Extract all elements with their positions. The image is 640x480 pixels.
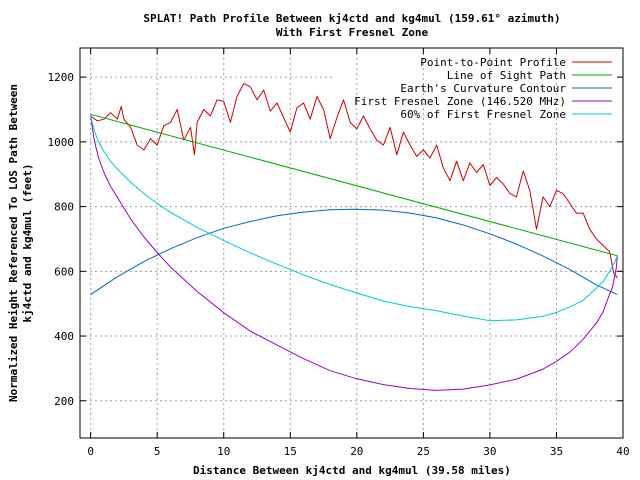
y-tick-label: 1200 [48,71,75,84]
series-line-4 [90,114,618,391]
y-tick-label: 1000 [48,136,75,149]
x-tick-label: 35 [550,445,563,458]
x-tick-label: 25 [417,445,430,458]
x-tick-label: 40 [616,445,629,458]
plot-frame [79,47,624,439]
y-axis-label-line-1: Normalized Height Referenced To LOS Path… [7,84,20,402]
y-axis-label-line-2: kj4ctd and kg4mul (feet) [21,164,34,323]
series-line-2 [90,113,618,257]
legend-label-4: First Fresnel Zone (146.520 MHz) [354,95,566,108]
series-line-3 [90,208,618,296]
y-tick-label: 400 [54,330,74,343]
x-tick-label: 20 [350,445,363,458]
x-axis-label: Distance Between kj4ctd and kg4mul (39.5… [193,464,511,477]
chart-subtitle: With First Fresnel Zone [276,26,429,39]
legend-label-1: Point-to-Point Profile [420,56,566,69]
legend-label-3: Earth's Curvature Contour [400,82,566,95]
axes: 0 5 10 15 20 25 30 35 40 200 400 600 800 1000 1200 [48,48,630,458]
chart-title: SPLAT! Path Profile Between kj4ctd and k… [143,12,560,25]
x-tick-label: 30 [483,445,496,458]
legend-label-2: Line of Sight Path [447,69,566,82]
y-tick-label: 800 [54,201,74,214]
legend-label-5: 60% of First Fresnel Zone [400,108,566,121]
series-group [90,83,618,391]
y-tick-label: 600 [54,265,74,278]
series-line-5 [90,114,618,322]
series-line-1 [90,83,618,279]
x-tick-label: 15 [284,445,297,458]
x-tick-label: 10 [217,445,230,458]
y-tick-label: 200 [54,395,74,408]
grid-lines [80,48,624,438]
x-tick-label: 5 [154,445,161,458]
x-tick-label: 0 [87,445,94,458]
